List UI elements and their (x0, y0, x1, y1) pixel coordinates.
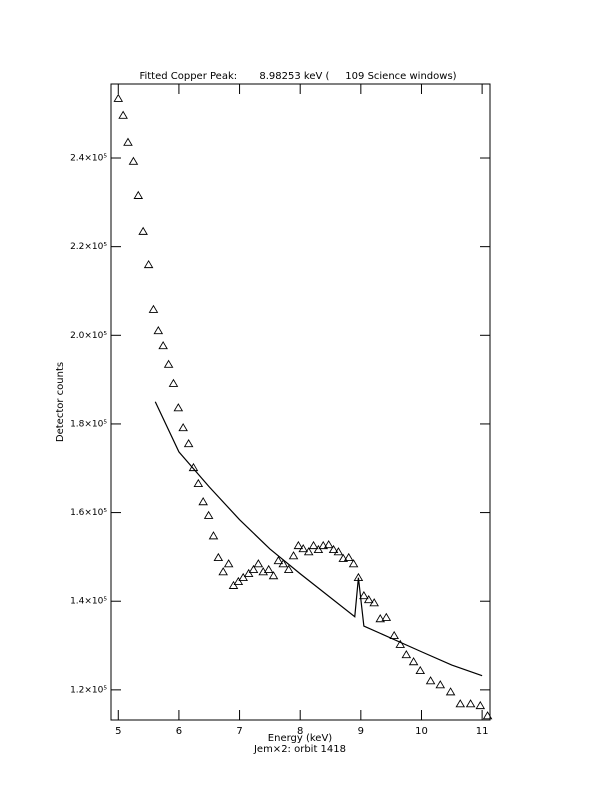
x-tick-label: 9 (358, 726, 364, 737)
data-point (208, 531, 219, 540)
x-tick-label: 10 (415, 726, 428, 737)
data-point (435, 680, 446, 689)
data-point (168, 378, 179, 387)
data-point (128, 156, 139, 165)
data-point (193, 478, 204, 488)
data-point (183, 438, 194, 448)
data-point (278, 559, 289, 568)
x-tick-label: 6 (176, 726, 182, 737)
data-point (318, 540, 329, 550)
y-tick-label: 1.6×10⁵ (70, 508, 107, 518)
data-point (133, 190, 144, 199)
data-point (118, 110, 128, 119)
data-point (248, 564, 259, 574)
data-point (288, 551, 299, 560)
x-tick-label: 5 (115, 726, 121, 737)
data-point (158, 341, 168, 350)
data-point (348, 559, 359, 568)
data-point (238, 572, 248, 581)
y-tick-label: 1.4×10⁵ (70, 597, 107, 607)
data-point (273, 556, 284, 565)
data-point (465, 699, 476, 708)
data-point (283, 564, 294, 574)
data-point (338, 553, 349, 562)
data-point (303, 547, 314, 556)
data-point (293, 540, 304, 550)
x-tick-label: 8 (297, 726, 303, 737)
data-point (333, 547, 344, 556)
y-tick-label: 2.4×10⁵ (70, 154, 107, 164)
data-point (445, 687, 456, 696)
data-point (218, 567, 228, 576)
data-point (123, 137, 133, 146)
y-tick-label: 2.2×10⁵ (70, 242, 107, 252)
data-point (173, 403, 184, 412)
data-point (163, 359, 174, 368)
data-point (395, 639, 406, 648)
data-point (148, 304, 159, 313)
y-tick-label: 1.2×10⁵ (70, 685, 107, 695)
data-point (308, 540, 319, 550)
data-point (425, 676, 436, 685)
data-point (228, 580, 239, 589)
data-point (298, 544, 309, 553)
data-point (313, 544, 324, 554)
y-tick-label: 2.0×10⁵ (70, 331, 107, 341)
data-point (263, 564, 274, 574)
data-point (375, 614, 386, 623)
data-point (268, 571, 279, 580)
fit-line (154, 401, 483, 677)
chart-title: Fitted Copper Peak: 8.98253 keV ( 109 Sc… (139, 71, 456, 82)
data-point (369, 598, 379, 607)
data-point (153, 325, 164, 335)
x-tick-label: 11 (476, 726, 489, 737)
data-point (223, 559, 234, 568)
data-point (203, 510, 214, 519)
x-axis-label: Energy (keV) (268, 733, 333, 744)
data-point (359, 591, 369, 600)
data-point (198, 497, 208, 506)
data-point (482, 711, 493, 720)
x-tick-label: 7 (236, 726, 242, 737)
data-point (253, 559, 264, 568)
data-point (343, 552, 354, 562)
data-point (178, 423, 188, 432)
data-point (389, 630, 399, 640)
y-axis-label: Detector counts (55, 362, 66, 442)
data-point (408, 657, 419, 666)
data-point (415, 665, 426, 675)
data-point (213, 552, 224, 562)
subtitle: Jem×2: orbit 1418 (253, 744, 346, 755)
data-point (475, 700, 486, 710)
data-point (143, 259, 154, 269)
data-point (328, 544, 339, 554)
data-point (401, 649, 412, 659)
data-point (381, 612, 392, 621)
data-point (243, 568, 254, 577)
data-point (455, 699, 466, 708)
data-point (323, 540, 334, 549)
data-point (363, 595, 374, 604)
data-point (113, 93, 124, 102)
data-point (138, 226, 148, 235)
y-tick-label: 1.8×10⁵ (70, 419, 107, 429)
data-point (233, 576, 244, 585)
